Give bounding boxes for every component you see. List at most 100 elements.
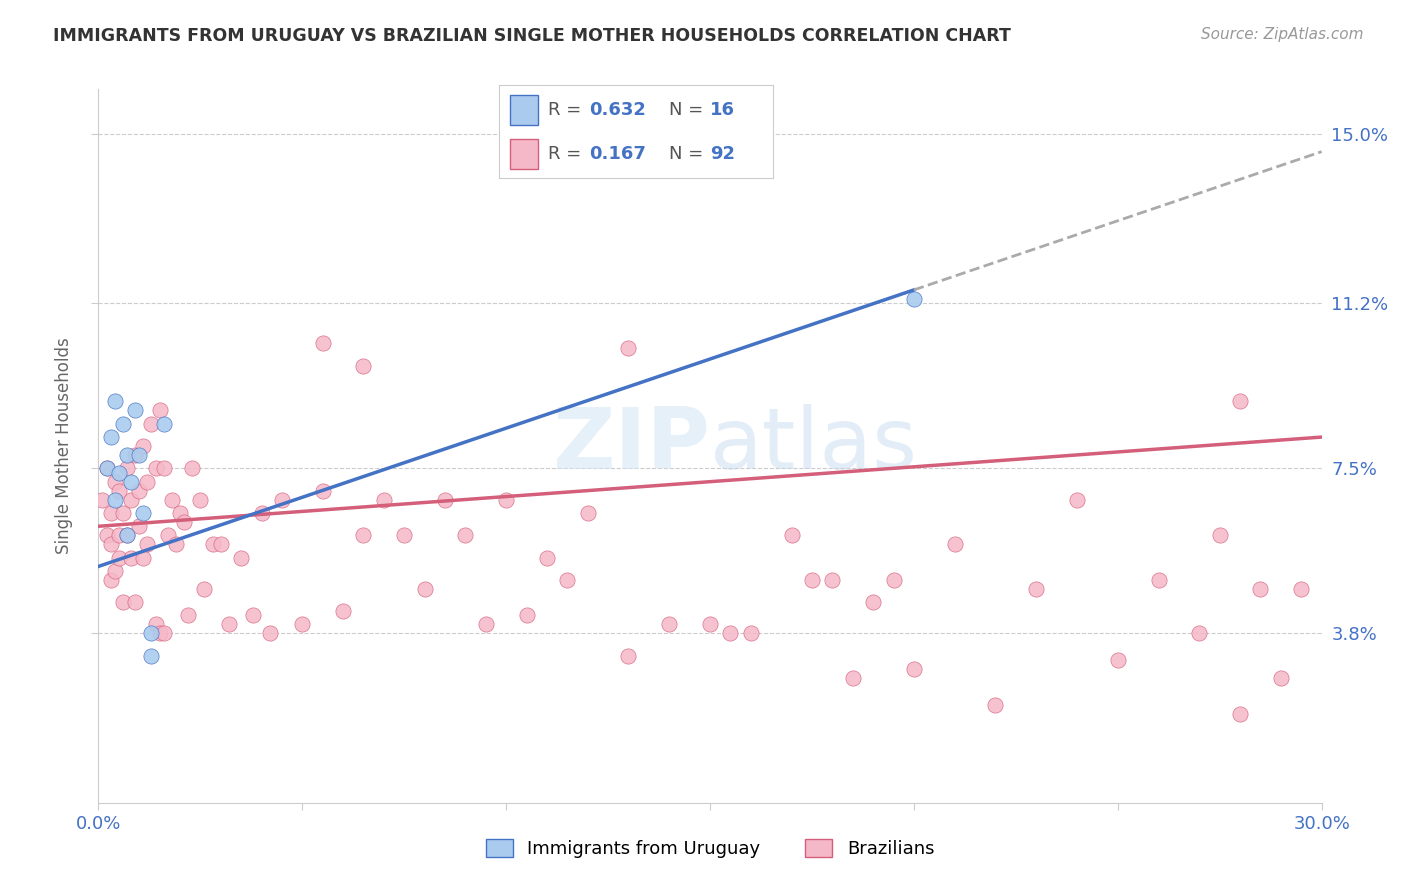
- Point: [115, 528, 138, 542]
- Point: [516, 608, 538, 623]
- Point: [209, 537, 232, 551]
- Point: [145, 617, 167, 632]
- Point: [128, 483, 150, 498]
- Point: [474, 617, 498, 632]
- Point: [100, 430, 122, 444]
- Point: [718, 626, 742, 640]
- Point: [128, 448, 150, 462]
- Point: [218, 617, 240, 632]
- Point: [181, 461, 204, 475]
- Point: [699, 617, 721, 632]
- Point: [821, 573, 844, 587]
- Text: 0.167: 0.167: [589, 145, 647, 163]
- Point: [883, 573, 905, 587]
- Point: [454, 528, 477, 542]
- Text: Source: ZipAtlas.com: Source: ZipAtlas.com: [1201, 27, 1364, 42]
- Point: [132, 550, 155, 565]
- Point: [145, 461, 167, 475]
- Point: [111, 595, 134, 609]
- Point: [1249, 582, 1271, 596]
- Point: [124, 403, 146, 417]
- Point: [104, 394, 127, 409]
- Point: [943, 537, 966, 551]
- Point: [862, 595, 884, 609]
- Text: N =: N =: [669, 101, 709, 119]
- Point: [152, 461, 174, 475]
- Bar: [510, 139, 537, 169]
- Point: [108, 483, 131, 498]
- Point: [96, 461, 118, 475]
- Point: [100, 573, 122, 587]
- Point: [104, 564, 127, 578]
- Point: [392, 528, 416, 542]
- Text: N =: N =: [669, 145, 709, 163]
- Point: [120, 492, 142, 507]
- Text: 92: 92: [710, 145, 735, 163]
- Point: [104, 475, 127, 489]
- Point: [201, 537, 224, 551]
- Point: [115, 448, 138, 462]
- Point: [173, 515, 195, 529]
- Text: ZIP: ZIP: [553, 404, 710, 488]
- Text: R =: R =: [548, 145, 588, 163]
- Point: [108, 466, 131, 480]
- Y-axis label: Single Mother Households: Single Mother Households: [55, 338, 73, 554]
- Point: [617, 341, 640, 355]
- Point: [1270, 671, 1292, 685]
- Point: [291, 617, 314, 632]
- Point: [536, 550, 558, 565]
- Point: [1209, 528, 1232, 542]
- Point: [149, 626, 172, 640]
- Text: 0.632: 0.632: [589, 101, 647, 119]
- Point: [903, 292, 925, 306]
- Point: [124, 448, 146, 462]
- Point: [193, 582, 215, 596]
- Point: [115, 528, 138, 542]
- Point: [312, 336, 335, 351]
- Point: [576, 506, 599, 520]
- Point: [169, 506, 191, 520]
- Point: [332, 604, 354, 618]
- Point: [1025, 582, 1047, 596]
- Point: [312, 483, 335, 498]
- Point: [373, 492, 395, 507]
- Point: [1188, 626, 1211, 640]
- Point: [111, 417, 134, 431]
- Point: [658, 617, 681, 632]
- Point: [120, 475, 142, 489]
- Point: [136, 475, 159, 489]
- Point: [165, 537, 187, 551]
- Point: [141, 648, 163, 663]
- Point: [984, 698, 1007, 712]
- Point: [495, 492, 517, 507]
- Point: [903, 662, 925, 676]
- Point: [1291, 582, 1313, 596]
- Text: R =: R =: [548, 101, 588, 119]
- Point: [177, 608, 200, 623]
- Point: [1229, 706, 1251, 721]
- Point: [111, 506, 134, 520]
- Point: [96, 528, 118, 542]
- Point: [108, 550, 131, 565]
- Point: [250, 506, 273, 520]
- Point: [96, 461, 118, 475]
- Point: [259, 626, 281, 640]
- Point: [108, 528, 131, 542]
- Point: [1229, 394, 1251, 409]
- Text: IMMIGRANTS FROM URUGUAY VS BRAZILIAN SINGLE MOTHER HOUSEHOLDS CORRELATION CHART: IMMIGRANTS FROM URUGUAY VS BRAZILIAN SIN…: [53, 27, 1011, 45]
- Point: [1107, 653, 1129, 667]
- Point: [100, 537, 122, 551]
- Point: [352, 528, 374, 542]
- Point: [242, 608, 264, 623]
- Point: [780, 528, 803, 542]
- Point: [156, 528, 179, 542]
- Point: [104, 492, 127, 507]
- Point: [1066, 492, 1088, 507]
- Point: [160, 492, 183, 507]
- Point: [413, 582, 436, 596]
- Point: [555, 573, 579, 587]
- Point: [115, 461, 138, 475]
- Point: [801, 573, 824, 587]
- Point: [231, 550, 253, 565]
- Text: atlas: atlas: [710, 404, 918, 488]
